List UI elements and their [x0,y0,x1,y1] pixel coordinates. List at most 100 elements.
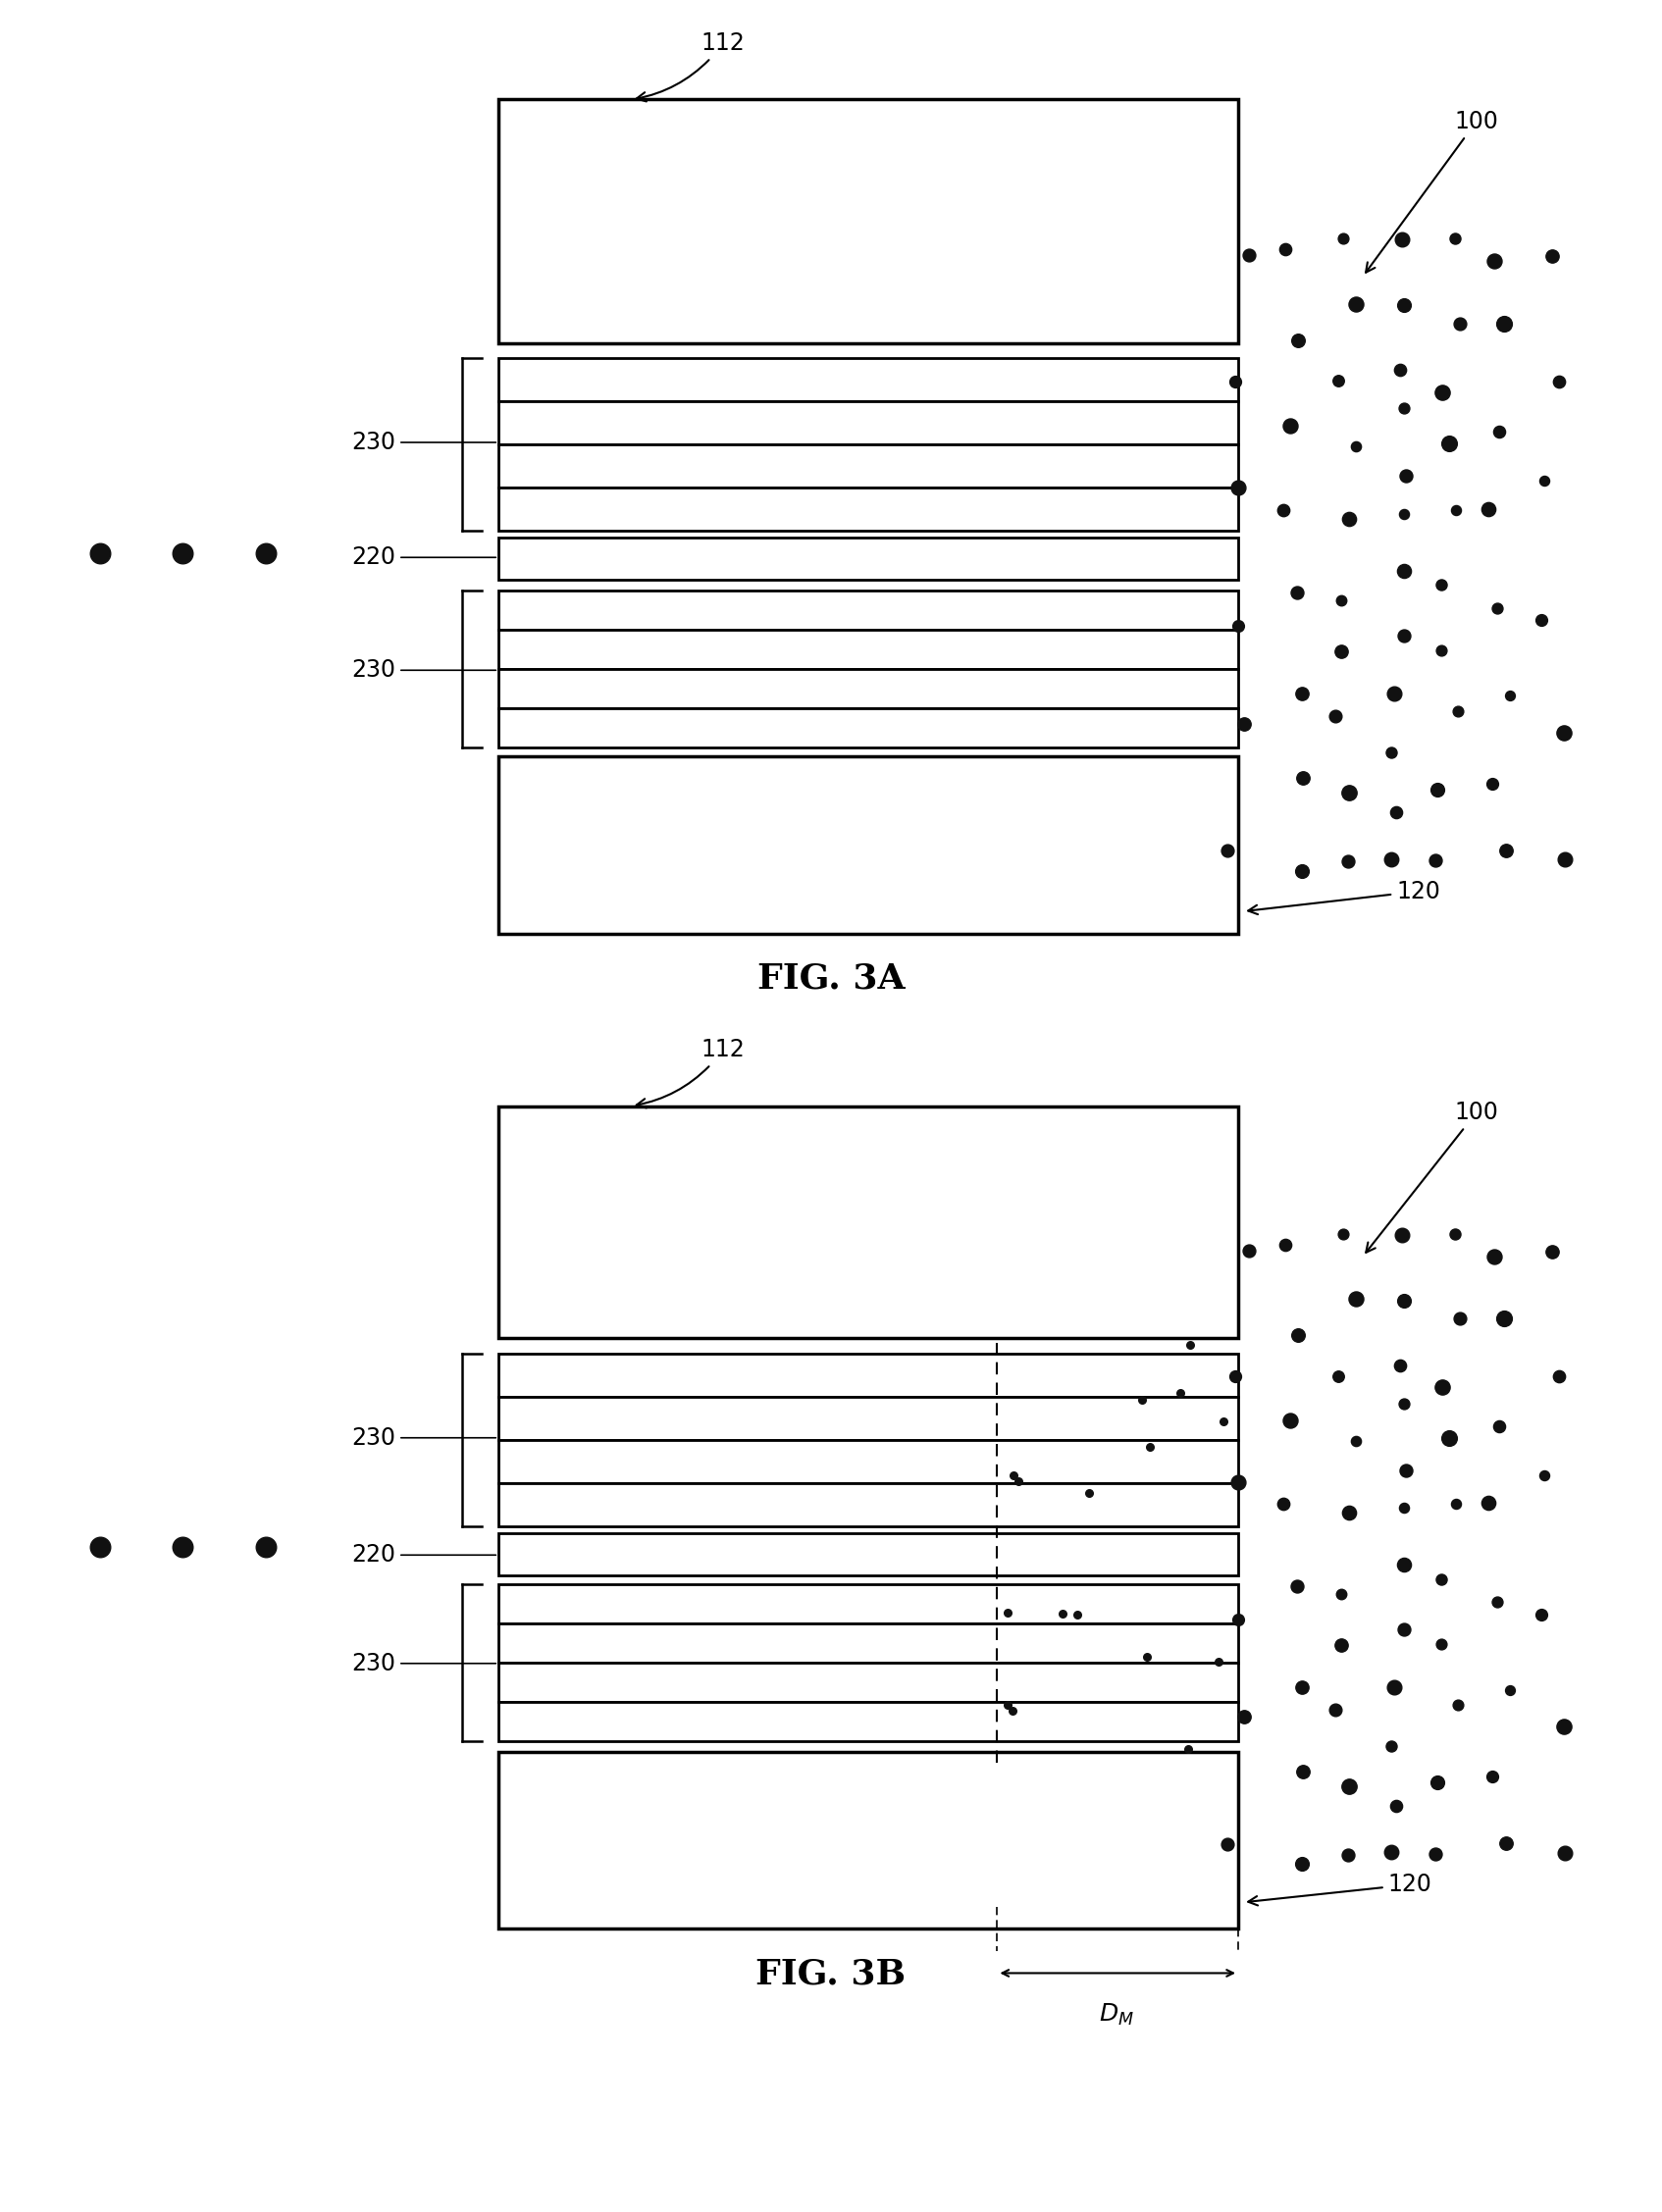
Bar [499,1106,1238,1338]
Bar [499,489,1238,531]
Point [1531,1458,1557,1493]
Point [1270,491,1296,526]
Bar [499,100,1238,343]
Bar [499,1752,1238,1929]
Point [1546,1358,1572,1394]
Bar [499,757,1238,933]
Bar [499,630,1238,668]
Point [1276,407,1303,442]
Point [1391,1385,1418,1420]
Point [1321,699,1348,734]
Point [1343,429,1369,465]
Point [1325,1358,1351,1394]
Point [1271,1228,1298,1263]
Point [1210,1405,1237,1440]
Point [1383,794,1409,830]
Text: 230: 230 [351,1652,495,1674]
Point [1271,232,1298,268]
Text: 112: 112 [637,31,745,102]
Point [1064,1597,1090,1632]
Point [1393,458,1419,493]
Point [1389,553,1416,588]
Point [1444,1688,1471,1723]
Point [1424,1765,1451,1801]
Point [1481,1239,1507,1274]
Point [1484,591,1511,626]
Bar [499,358,1238,403]
Point [1328,582,1355,617]
Point [1290,854,1316,889]
Point [994,1688,1020,1723]
Point [1424,772,1451,807]
Point [1441,1217,1468,1252]
Point [253,535,279,571]
Point [1492,832,1519,867]
Point [1285,323,1311,358]
Point [1436,1420,1463,1455]
Bar [499,1482,1238,1526]
Point [1225,469,1251,504]
Point [1343,285,1369,321]
Point [1446,1301,1473,1336]
Point [1388,352,1414,387]
Point [1391,392,1418,427]
Text: 220: 220 [351,546,495,568]
Point [1335,1838,1361,1874]
Point [1343,1281,1369,1316]
Point [1381,1670,1408,1705]
Point [1050,1595,1077,1630]
Point [1137,1429,1163,1464]
Point [1225,1601,1251,1637]
Text: 100: 100 [1366,111,1497,272]
Point [1391,288,1418,323]
Point [1330,221,1356,257]
Point [1328,633,1355,668]
Point [1476,1486,1502,1522]
Point [1232,1699,1258,1734]
Bar [499,538,1238,580]
Text: 230: 230 [351,431,495,453]
Point [1288,1670,1315,1705]
Text: 120: 120 [1248,1874,1431,1905]
Point [1175,1732,1202,1767]
Point [1476,491,1502,526]
Point [1325,363,1351,398]
Point [1551,1710,1577,1745]
Text: 120: 120 [1248,880,1439,914]
Bar [499,1354,1238,1398]
Point [1378,1834,1404,1869]
Point [1381,675,1408,710]
Point [1423,1836,1449,1871]
Point [1428,1626,1454,1661]
Point [1484,1584,1511,1619]
Point [1270,1486,1296,1522]
Point [1389,221,1416,257]
Point [1479,1759,1506,1794]
Point [1391,495,1418,531]
Point [1128,1382,1155,1418]
Point [1443,1486,1469,1522]
Point [170,535,196,571]
Point [1335,845,1361,880]
Point [1276,1402,1303,1438]
Point [1436,425,1463,460]
Point [1222,363,1248,398]
Point [86,535,113,571]
Bar [499,1440,1238,1484]
Point [1446,305,1473,341]
Point [1330,1217,1356,1252]
Point [1479,765,1506,801]
Point [1383,1787,1409,1823]
Point [86,1531,113,1566]
Point [1423,843,1449,878]
Point [1285,1568,1311,1604]
Point [1290,1754,1316,1790]
Point [1378,1728,1404,1763]
Text: FIG. 3B: FIG. 3B [756,1958,906,1991]
Point [1428,633,1454,668]
Point [1133,1639,1160,1674]
Point [1232,706,1258,741]
Point [1428,1562,1454,1597]
Point [1552,1834,1579,1869]
Point [1486,1409,1512,1444]
